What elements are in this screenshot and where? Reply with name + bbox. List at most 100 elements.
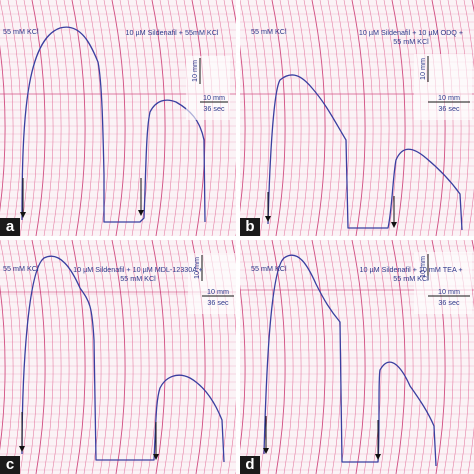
panel-letter: d [240, 456, 260, 474]
grid-arc [311, 240, 326, 474]
scale-vertical-label: 10 mm [190, 60, 199, 82]
grid-arc [31, 240, 46, 474]
recording-trace-c: 10 mm 10 mm 36 sec [0, 240, 236, 474]
grid-arc [223, 0, 236, 236]
scale-bar: 10 mm 10 mm 36 sec [188, 253, 236, 314]
kcl-label: 55 mM KCl [251, 27, 287, 36]
grid-arc [0, 284, 6, 451]
panel-b: 10 mm 10 mm 36 sec 55 mM KCl 10 µM Sildena… [240, 0, 474, 236]
grid-arc [119, 240, 134, 474]
kcl-label: 55 mM KCl [3, 264, 39, 273]
grid-arc [391, 240, 406, 474]
grid-arc [39, 240, 54, 474]
grid-arc [79, 240, 94, 474]
arrowhead-icon [375, 454, 381, 460]
grid-arc [375, 240, 390, 474]
panel-letter: a [0, 218, 20, 236]
scale-background [414, 54, 472, 120]
grid-arc [383, 240, 398, 474]
grid-arc [295, 240, 310, 474]
panel-c: 10 mm 10 mm 36 sec 55 mM KCl 10 µM Sildena… [0, 240, 236, 474]
arrowhead-icon [153, 454, 159, 460]
contraction-trace [21, 255, 225, 463]
grid-arc [263, 240, 278, 474]
grid-arc [111, 240, 126, 474]
scale-bar: 10 mm 10 mm 36 sec [186, 56, 230, 120]
scale-horizontal-label: 10 mm [438, 287, 460, 296]
scale-bar: 10 mm 10 mm 36 sec [414, 252, 472, 314]
grid-arc [407, 240, 422, 474]
grid-arc [7, 240, 22, 474]
grid-arc [151, 240, 166, 474]
panel-letter: b [240, 218, 260, 236]
chart-paper-grid [240, 240, 474, 474]
grid-arc [55, 240, 70, 474]
grid-arc [127, 240, 142, 474]
grid-arc [279, 240, 294, 474]
treatment-label: 10 µM Sildenafil + 10 µM MDL-12330A +55 … [73, 265, 203, 283]
scale-bar: 10 mm 10 mm 36 sec [414, 54, 472, 120]
recording-trace-d: 10 mm 10 mm 36 sec [240, 240, 474, 474]
scale-vertical-label: 10 mm [418, 256, 427, 278]
grid-arc [351, 240, 366, 474]
arrowhead-icon [391, 222, 397, 228]
kcl-label: 55 mM KCl [251, 264, 287, 273]
chart-paper-grid [240, 0, 474, 236]
panel-d: 10 mm 10 mm 36 sec 55 mM KCl 10 µM Sildena… [240, 240, 474, 474]
grid-arc [399, 240, 414, 474]
scale-horizontal-label: 10 mm [207, 287, 229, 296]
scale-background [186, 56, 230, 120]
arrowhead-icon [263, 448, 269, 454]
scale-time-label: 36 sec [438, 104, 460, 113]
grid-arc [240, 284, 246, 451]
grid-arc [23, 240, 38, 474]
grid-arc [463, 0, 474, 236]
scale-time-label: 36 sec [203, 104, 225, 113]
grid-arc [271, 240, 286, 474]
grid-arc [287, 240, 302, 474]
arrowhead-icon [19, 446, 25, 452]
treatment-label: 10 µM Sildenafil + 10 µM ODQ +55 mM KCl [358, 28, 464, 46]
grid-arc [175, 240, 190, 474]
kcl-label: 55 mM KCl [3, 27, 39, 36]
panel-letter: c [0, 456, 20, 474]
contraction-trace [21, 26, 206, 223]
arrowhead-icon [138, 210, 144, 216]
grid-arc [143, 240, 158, 474]
panel-a: 10 mm 10 mm 36 sec 55 mM KCl 10 µM Sildena… [0, 0, 236, 236]
grid-arc [47, 240, 62, 474]
scale-time-label: 36 sec [207, 298, 229, 307]
arrowhead-icon [20, 212, 26, 218]
grid-arc [103, 240, 118, 474]
grid-arc [15, 240, 30, 474]
contraction-trace [263, 254, 437, 467]
treatment-label: 10 µM Sildenafil + 10 mM TEA +55 mM KCl [359, 265, 463, 283]
treatment-label: 10 µM Sildenafil + 55mM KCl [125, 28, 219, 37]
grid-arc [95, 240, 110, 474]
arrowhead-icon [265, 216, 271, 222]
scale-horizontal-label: 10 mm [203, 93, 225, 102]
scale-vertical-label: 10 mm [418, 58, 427, 80]
scale-time-label: 36 sec [438, 298, 460, 307]
scale-vertical-label: 10 mm [192, 257, 201, 279]
grid-arc [71, 240, 86, 474]
grid-arc [255, 240, 270, 474]
recording-trace-a: 10 mm 10 mm 36 sec [0, 0, 236, 236]
scale-background [414, 252, 472, 314]
chart-paper-grid [0, 0, 236, 236]
scale-horizontal-label: 10 mm [438, 93, 460, 102]
grid-arc [135, 240, 150, 474]
grid-arc [303, 240, 318, 474]
contraction-trace [267, 74, 463, 231]
grid-arc [240, 240, 254, 474]
grid-arc [0, 240, 14, 474]
grid-arc [335, 240, 350, 474]
grid-arc [319, 240, 334, 474]
grid-arc [247, 240, 262, 474]
recording-trace-b: 10 mm 10 mm 36 sec [240, 0, 474, 236]
grid-arc [367, 240, 382, 474]
grid-arc [167, 240, 182, 474]
scale-background [188, 253, 236, 314]
grid-arc [159, 240, 174, 474]
